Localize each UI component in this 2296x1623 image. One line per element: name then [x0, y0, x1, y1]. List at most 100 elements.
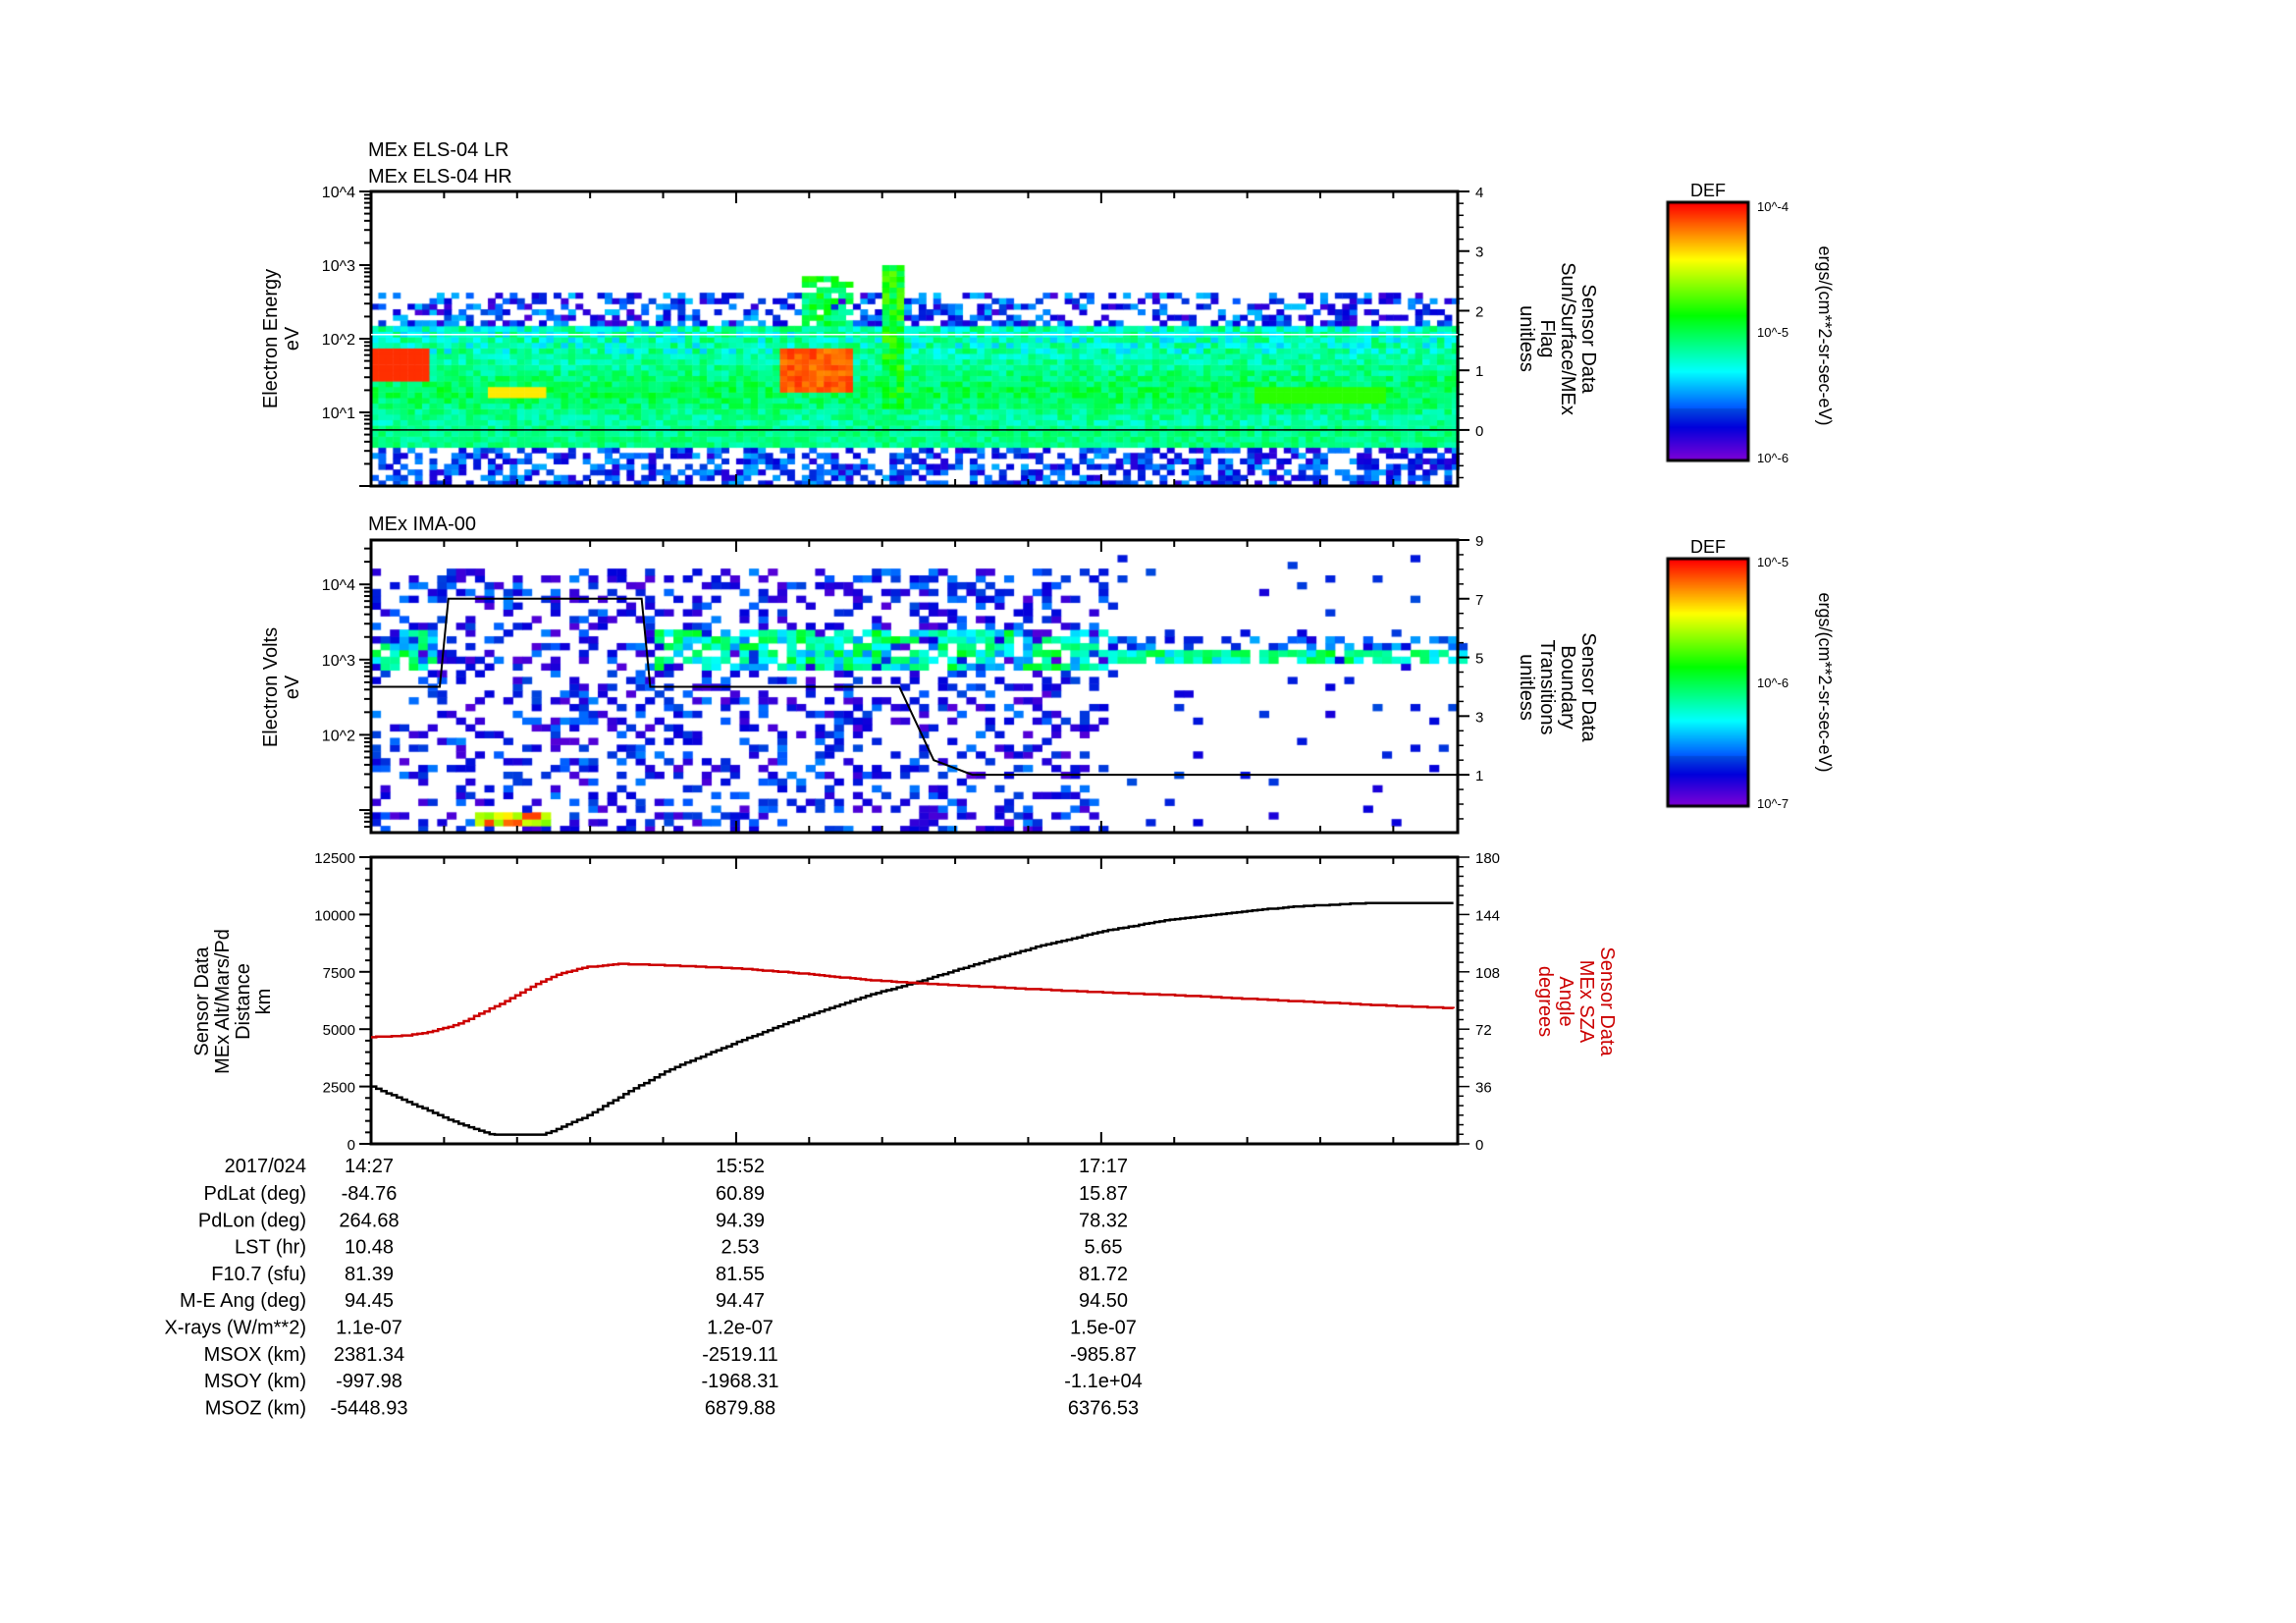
right-tick-label: 0 [1475, 1137, 1483, 1154]
ima-ylabel-unit: eV [282, 675, 303, 699]
colorbar-tick-label: 10^-6 [1757, 451, 1789, 465]
ima-frame [369, 538, 1460, 835]
ephemeris-row-label: MSOX (km) [204, 1344, 306, 1366]
y-tick-label: 10^3 [322, 653, 355, 670]
ima-ylabel: Electron Volts [260, 627, 282, 747]
orbit-ylabel-3: Distance [233, 963, 254, 1040]
y-tick-label: 0 [347, 1137, 355, 1154]
altitude-line [371, 901, 1454, 1136]
ephemeris-row-value: 264.68 [339, 1210, 399, 1231]
els-right-label-4: unitless [1516, 305, 1537, 372]
time-label: 15:52 [716, 1156, 765, 1177]
right-tick-label: 1 [1475, 768, 1483, 784]
ephemeris-row-value: 81.72 [1079, 1264, 1128, 1285]
els-frame [369, 189, 1460, 488]
colorbars: DEF ergs/(cm**2-sr-sec-eV) DEF ergs/(cm*… [1690, 181, 1835, 773]
y-tick-label: 10000 [314, 907, 355, 924]
ephemeris-row-label: PdLon (deg) [198, 1210, 306, 1231]
els-right-label-3: Flag [1536, 320, 1558, 358]
ephemeris-row-value: -2519.11 [702, 1344, 777, 1366]
orbit-ylabel-4: km [253, 989, 275, 1015]
right-tick-label: 144 [1475, 907, 1500, 924]
ephemeris-row-value: 15.87 [1079, 1183, 1128, 1205]
colorbar-tick-label: 10^-6 [1757, 676, 1789, 690]
colorbar-tick-label: 10^-7 [1757, 796, 1789, 811]
els-right-label-2: Sun/Surface/MEx [1557, 262, 1578, 415]
sza-line [371, 962, 1455, 1039]
ephemeris-table: 2017/024 14:27 15:52 17:17 PdLat (deg) -8… [165, 1156, 1143, 1419]
ephemeris-row-label: LST (hr) [235, 1237, 306, 1259]
orbit-ylabel-2: MEx Alt/Mars/Pd [212, 929, 234, 1074]
orbit-panel: Sensor Data MEx Alt/Mars/Pd Distance km … [191, 929, 1618, 1074]
right-tick-label: 9 [1475, 533, 1483, 550]
ephemeris-row-value: 81.39 [345, 1264, 394, 1285]
ephemeris-row-label: MSOY (km) [204, 1371, 306, 1392]
y-tick-label: 5000 [323, 1022, 355, 1039]
right-tick-label: 5 [1475, 651, 1483, 668]
y-tick-label: 10^4 [322, 185, 355, 201]
ephemeris-row-value: 94.39 [716, 1210, 765, 1231]
right-tick-label: 4 [1475, 185, 1483, 201]
orbit-ylabel-1: Sensor Data [191, 947, 213, 1056]
right-tick-label: 108 [1475, 965, 1500, 982]
colorbar-tick-label: 10^-5 [1757, 325, 1789, 340]
y-tick-label: 10^4 [322, 577, 355, 594]
right-tick-label: 72 [1475, 1022, 1492, 1039]
ephemeris-row-value: 94.45 [345, 1290, 394, 1312]
right-tick-label: 36 [1475, 1080, 1492, 1097]
time-label: 14:27 [345, 1156, 394, 1177]
colorbar-tick-label: 10^-5 [1757, 555, 1789, 569]
sza-label-4: degrees [1534, 966, 1556, 1037]
ephemeris-row-value: 10.48 [345, 1237, 394, 1259]
sza-label-1: Sensor Data [1596, 947, 1618, 1056]
ephemeris-row-label: M-E Ang (deg) [180, 1290, 306, 1312]
ephemeris-row-label: F10.7 (sfu) [211, 1264, 306, 1285]
right-tick-label: 0 [1475, 423, 1483, 440]
time-label: 17:17 [1079, 1156, 1128, 1177]
ephemeris-row-value: -1968.31 [702, 1371, 779, 1392]
y-tick-label: 7500 [323, 965, 355, 982]
els-right-label-1: Sensor Data [1577, 284, 1599, 394]
ephemeris-row-value: 60.89 [716, 1183, 765, 1205]
right-tick-label: 7 [1475, 592, 1483, 609]
boundary-transitions-line [371, 597, 1458, 777]
colorbar-tick-label: 10^-4 [1757, 199, 1789, 214]
ephemeris-row-value: 94.47 [716, 1290, 765, 1312]
colorbar2-title: DEF [1690, 537, 1726, 557]
ephemeris-row-value: 1.2e-07 [707, 1318, 774, 1339]
y-tick-label: 2500 [323, 1080, 355, 1097]
y-tick-label: 10^1 [322, 406, 355, 422]
ephemeris-row-label: PdLat (deg) [203, 1183, 306, 1205]
right-tick-label: 3 [1475, 244, 1483, 261]
ephemeris-row-value: 5.65 [1085, 1237, 1123, 1259]
ephemeris-row-value: -1.1e+04 [1064, 1371, 1143, 1392]
ephemeris-row-value: 2.53 [721, 1237, 760, 1259]
ephemeris-row-value: 6879.88 [705, 1397, 775, 1419]
y-tick-label: 12500 [314, 850, 355, 867]
els-title-lr: MEx ELS-04 LR [368, 139, 508, 161]
y-tick-label: 10^2 [322, 728, 355, 744]
colorbar2-unit: ergs/(cm**2-sr-sec-eV) [1815, 592, 1835, 772]
ima-title: MEx IMA-00 [368, 514, 476, 535]
ima-right-label-2: Boundary [1557, 645, 1578, 730]
date-label: 2017/024 [225, 1156, 306, 1177]
right-tick-label: 1 [1475, 363, 1483, 380]
colorbar1-unit: ergs/(cm**2-sr-sec-eV) [1815, 245, 1835, 425]
sza-label-2: MEx SZA [1575, 960, 1597, 1044]
ephemeris-row-value: 6376.53 [1068, 1397, 1139, 1419]
ephemeris-row-value: 1.1e-07 [336, 1318, 402, 1339]
ephemeris-row-label: MSOZ (km) [205, 1397, 306, 1419]
ima-panel: MEx IMA-00 Electron Volts eV Sensor Data… [260, 514, 1599, 747]
ima-right-label-1: Sensor Data [1577, 632, 1599, 742]
ima-right-label-3: Transitions [1536, 639, 1558, 734]
els-title-hr: MEx ELS-04 HR [368, 166, 512, 188]
ephemeris-row-value: -5448.93 [331, 1397, 408, 1419]
ephemeris-row-value: 1.5e-07 [1070, 1318, 1137, 1339]
ephemeris-row-value: -997.98 [336, 1371, 402, 1392]
y-tick-label: 10^2 [322, 332, 355, 349]
right-tick-label: 2 [1475, 303, 1483, 320]
ima-right-label-4: unitless [1516, 654, 1537, 721]
